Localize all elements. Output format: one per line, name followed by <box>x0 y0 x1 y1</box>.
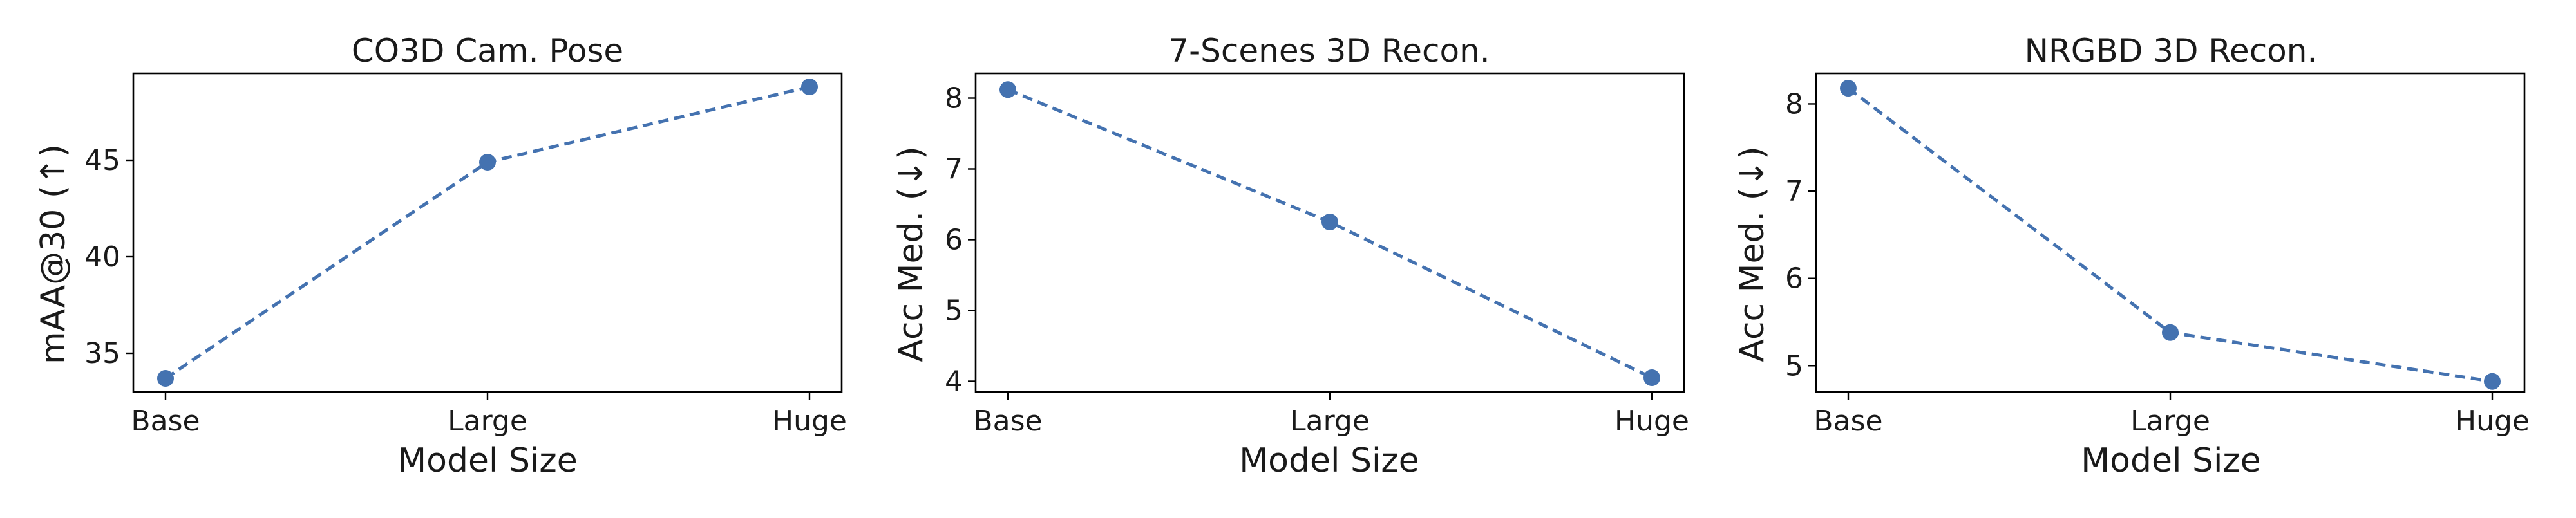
data-point <box>1643 369 1660 386</box>
y-tick-label: 7 <box>945 153 963 186</box>
x-tick-label: Huge <box>2455 405 2530 438</box>
data-point <box>999 81 1016 98</box>
x-axis-label: Model Size <box>397 441 577 480</box>
x-tick-label: Huge <box>772 405 847 438</box>
y-tick-label: 45 <box>84 144 120 177</box>
y-tick-label: 8 <box>945 82 963 115</box>
panel-co3d-cam-pose: CO3D Cam. Pose Model Size mAA@30 (↑) 35 4… <box>34 32 847 480</box>
y-axis-label: mAA@30 (↑) <box>34 144 73 364</box>
plot-frame <box>132 72 843 393</box>
plot-area: 4 5 6 7 8 Base Large Huge <box>945 72 1689 438</box>
y-tick-label: 8 <box>1785 88 1803 120</box>
y-tick-label: 5 <box>1785 349 1803 382</box>
y-tick-label: 5 <box>945 295 963 328</box>
plot-frame <box>1815 72 2526 393</box>
plot-area: 35 40 45 Base Large Huge <box>84 72 847 438</box>
x-tick-label: Base <box>131 405 200 438</box>
y-tick-label: 35 <box>84 337 120 370</box>
x-tick-label: Large <box>1290 405 1370 438</box>
y-tick-label: 6 <box>945 224 963 257</box>
data-point <box>2162 324 2179 341</box>
y-tick-label: 4 <box>945 365 963 398</box>
y-tick-label: 7 <box>1785 175 1803 208</box>
y-axis-label: Acc Med. (↓) <box>1733 146 1772 362</box>
x-tick-label: Base <box>973 405 1042 438</box>
plot-area: 5 6 7 8 Base Large Huge <box>1785 72 2530 438</box>
series-line <box>1007 88 1653 380</box>
x-tick-label: Huge <box>1615 405 1689 438</box>
chart-title: NRGBD 3D Recon. <box>2025 32 2318 69</box>
data-point <box>1321 214 1338 230</box>
y-tick-label: 6 <box>1785 263 1803 295</box>
panel-nrgbd-3d-recon: NRGBD 3D Recon. Model Size Acc Med. (↓) … <box>1733 32 2530 480</box>
plot-frame <box>974 72 1685 393</box>
data-point <box>157 370 174 387</box>
chart-title: CO3D Cam. Pose <box>352 32 623 69</box>
data-point <box>1840 80 1857 97</box>
chart-title: 7-Scenes 3D Recon. <box>1168 32 1490 69</box>
panel-7scenes-3d-recon: 7-Scenes 3D Recon. Model Size Acc Med. (… <box>892 32 1689 480</box>
y-axis-label: Acc Med. (↓) <box>892 146 931 362</box>
data-point <box>479 154 496 171</box>
data-point <box>2484 373 2501 390</box>
x-tick-label: Large <box>448 405 527 438</box>
series-line <box>164 85 810 380</box>
x-axis-label: Model Size <box>2081 441 2260 480</box>
x-tick-label: Large <box>2130 405 2210 438</box>
x-tick-label: Base <box>1814 405 1882 438</box>
data-point <box>801 79 818 95</box>
x-axis-label: Model Size <box>1239 441 1419 480</box>
y-tick-label: 40 <box>84 241 120 273</box>
